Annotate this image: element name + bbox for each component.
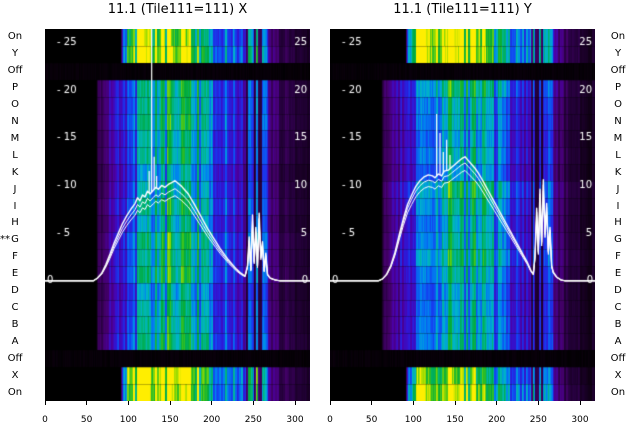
x-tick-label: 150 <box>446 415 464 425</box>
x-tick <box>412 401 414 405</box>
x-tick-label: 200 <box>488 415 506 425</box>
row-label-left: D <box>11 285 19 297</box>
x-tick <box>537 401 539 405</box>
x-tick-label: 50 <box>365 415 378 425</box>
x-tick-label: 150 <box>161 415 179 425</box>
row-label-right: E <box>614 268 622 280</box>
row-label-left: J <box>13 183 17 195</box>
row-label-right: Y <box>614 48 622 60</box>
row-label-right: P <box>614 82 622 94</box>
row-label-right: L <box>615 149 621 161</box>
row-label-left: On <box>7 386 23 398</box>
row-labels-right: On Y Off P O N M L K J I H G F E D C B A Off X On <box>603 0 633 440</box>
row-label-left: Off <box>7 65 23 77</box>
x-tick <box>86 401 88 405</box>
row-label-right: X <box>614 369 622 381</box>
row-label-left: A <box>11 335 19 347</box>
row-label-left: F <box>12 251 18 263</box>
row-label-left: C <box>11 302 19 313</box>
row-label-right: G <box>614 234 622 246</box>
row-label-left: Y <box>11 48 19 60</box>
row-label-left: On <box>7 31 23 43</box>
x-tick <box>371 401 373 405</box>
row-label-right: B <box>614 318 622 330</box>
row-label-right: C <box>614 302 622 313</box>
row-label-right: On <box>610 31 626 43</box>
panel-y: 11.1 (Tile111=111) Y 0 50 100 150 200 250 300 <box>327 0 595 440</box>
row-label-left: H <box>11 217 19 229</box>
row-label-left: E <box>11 268 19 280</box>
row-label-left: X <box>11 369 19 381</box>
panel-x: 11.1 (Tile111=111) X 0 50 100 150 200 250 300 <box>42 0 310 440</box>
x-tick-label: 250 <box>244 415 262 425</box>
row-label-left: M <box>10 132 20 144</box>
heatmap-y-canvas <box>330 29 595 401</box>
x-axis-x: 0 50 100 150 200 250 300 <box>42 401 310 433</box>
x-axis-y: 0 50 100 150 200 250 300 <box>327 401 595 433</box>
panel-title-x: 11.1 (Tile111=111) X <box>107 2 248 17</box>
x-tick <box>579 401 581 405</box>
x-tick <box>127 401 129 405</box>
row-label-right: Off <box>610 352 626 364</box>
row-label-right: A <box>614 335 622 347</box>
row-label-right: N <box>614 116 622 127</box>
x-tick-label: 50 <box>80 415 93 425</box>
row-labels-left: On Y Off P O N M L K J I H G F E D C B A Off X On <box>0 0 30 440</box>
row-label-left: G <box>11 234 19 246</box>
x-tick <box>211 401 213 405</box>
panel-title-y: 11.1 (Tile111=111) Y <box>393 2 532 17</box>
row-label-left: I <box>13 200 17 212</box>
row-label-right: I <box>616 200 620 212</box>
x-tick <box>329 401 331 405</box>
x-tick-label: 100 <box>404 415 422 425</box>
row-label-right: D <box>614 285 622 297</box>
x-tick-label: 0 <box>42 415 48 425</box>
x-tick-label: 100 <box>119 415 137 425</box>
row-label-right: M <box>613 132 623 144</box>
row-label-right: On <box>610 386 626 398</box>
row-label-left: P <box>11 82 19 94</box>
row-label-right: K <box>614 166 622 178</box>
x-tick <box>294 401 296 405</box>
row-marker: ** <box>0 234 10 246</box>
x-tick <box>496 401 498 405</box>
x-tick <box>169 401 171 405</box>
row-label-left: L <box>12 149 18 161</box>
row-label-left: O <box>11 99 19 111</box>
x-tick-label: 300 <box>571 415 589 425</box>
row-label-left: K <box>11 166 19 178</box>
row-label-left: B <box>11 318 19 330</box>
x-tick-label: 0 <box>327 415 333 425</box>
x-tick-label: 250 <box>529 415 547 425</box>
x-tick <box>454 401 456 405</box>
row-label-left: N <box>11 116 19 127</box>
row-label-right: J <box>616 183 620 195</box>
x-tick-label: 300 <box>286 415 304 425</box>
heatmap-x-canvas <box>45 29 310 401</box>
row-label-right: O <box>614 99 622 111</box>
x-tick-label: 200 <box>203 415 221 425</box>
row-label-right: Off <box>610 65 626 77</box>
x-tick <box>252 401 254 405</box>
row-label-left: Off <box>7 352 23 364</box>
row-label-right: F <box>615 251 621 263</box>
x-tick <box>44 401 46 405</box>
row-label-right: H <box>614 217 622 229</box>
